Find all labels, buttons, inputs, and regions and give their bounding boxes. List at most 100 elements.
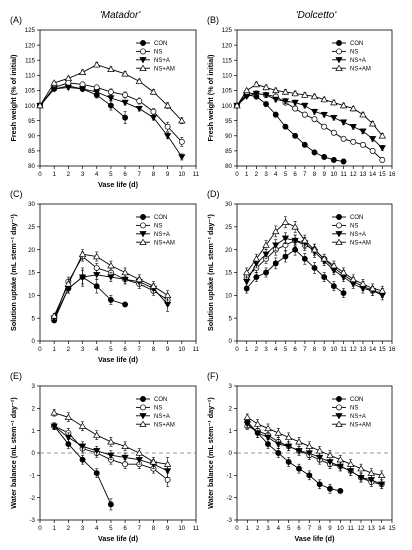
x-tick-label: 5 xyxy=(109,171,113,178)
data-point xyxy=(291,237,299,245)
legend-marker xyxy=(140,404,146,411)
data-point xyxy=(78,68,87,75)
data-point xyxy=(164,476,171,483)
x-tick-label: 10 xyxy=(178,171,185,178)
y-tick-label: 30 xyxy=(28,201,35,208)
data-point xyxy=(301,236,309,244)
data-point xyxy=(272,96,280,104)
y-tick-label: 105 xyxy=(25,88,36,95)
data-point xyxy=(93,264,100,271)
x-tick-label: 6 xyxy=(293,171,297,178)
x-tick-label: 4 xyxy=(95,346,99,353)
x-tick-label: 6 xyxy=(123,171,127,178)
data-point xyxy=(272,227,280,235)
legend: CON NS NS+A NS+AM xyxy=(136,40,175,72)
x-tick-label: 9 xyxy=(328,525,332,532)
x-tick-label: 15 xyxy=(389,525,396,532)
data-point xyxy=(107,95,115,102)
data-point xyxy=(93,272,101,279)
series-line xyxy=(236,94,344,162)
series-ns xyxy=(37,79,185,147)
legend-label: NS xyxy=(350,406,358,412)
legend-label: CON xyxy=(350,397,363,403)
legend-label: CON xyxy=(350,41,363,47)
data-point xyxy=(281,88,290,95)
x-tick-label: 1 xyxy=(52,525,56,532)
legend-label: NS+AM xyxy=(350,66,371,72)
x-tick-label: 0 xyxy=(235,525,239,532)
y-tick-label: 0 xyxy=(32,450,36,457)
x-tick-label: 10 xyxy=(178,525,185,532)
data-point xyxy=(291,89,299,97)
panel-letter: (D) xyxy=(207,189,220,199)
y-tick-label: 110 xyxy=(25,73,35,80)
y-tick-label: -1 xyxy=(226,473,232,480)
x-tick-label: 13 xyxy=(359,346,366,353)
legend-label: NS+A xyxy=(154,232,170,238)
panel-e: (E) 0 1 2 3 4 5 6 7 8 9 10 11 -3 -2 -1 0 1 2 3 Vase life (d)… xyxy=(9,371,200,543)
x-tick-label: 3 xyxy=(264,346,268,353)
x-tick-label: 9 xyxy=(166,171,170,178)
data-point xyxy=(311,116,318,123)
y-tick-label: 20 xyxy=(225,247,232,254)
x-tick-label: 8 xyxy=(152,171,156,178)
data-point xyxy=(122,461,129,468)
legend-marker xyxy=(139,64,147,71)
data-point xyxy=(64,434,72,441)
plot-frame xyxy=(39,203,197,342)
x-tick-label: 7 xyxy=(138,346,142,353)
data-point xyxy=(262,251,270,258)
y-tick-label: 25 xyxy=(225,224,232,231)
x-tick-label: 10 xyxy=(178,346,185,353)
data-point xyxy=(359,128,367,135)
x-tick-label: 1 xyxy=(246,525,250,532)
legend: CON NS NS+A NS+AM xyxy=(136,396,175,428)
legend-label: NS+A xyxy=(350,58,366,64)
data-point xyxy=(264,434,272,441)
x-axis-label: Vase life (d) xyxy=(98,355,139,364)
data-point xyxy=(50,86,58,93)
series-ns-plus-am xyxy=(233,80,387,139)
x-tick-label: 2 xyxy=(256,525,260,532)
data-point xyxy=(163,291,172,299)
data-point xyxy=(164,123,171,130)
series-ns xyxy=(234,90,386,163)
y-tick-label: 90 xyxy=(225,133,232,140)
x-tick-label: 14 xyxy=(369,171,376,178)
y-tick-label: 30 xyxy=(225,201,232,208)
data-point xyxy=(149,115,158,122)
data-point xyxy=(178,154,186,161)
data-point xyxy=(378,287,387,294)
y-tick-label: 100 xyxy=(25,103,36,110)
x-axis-label: Vase life (d) xyxy=(98,180,139,189)
y-tick-label: 15 xyxy=(225,270,232,277)
x-tick-label: 15 xyxy=(379,171,386,178)
data-point xyxy=(93,431,101,438)
series-con xyxy=(51,422,114,511)
x-tick-label: 7 xyxy=(303,346,307,353)
data-point xyxy=(274,429,283,436)
panel-letter: (E) xyxy=(10,371,22,381)
x-tick-label: 2 xyxy=(67,346,71,353)
series-ns xyxy=(244,422,385,490)
data-point xyxy=(327,485,333,492)
data-point xyxy=(346,460,355,467)
legend-label: NS xyxy=(350,50,358,56)
data-point xyxy=(330,129,337,136)
data-point xyxy=(178,117,186,124)
series-ns-plus-a xyxy=(233,90,386,152)
x-tick-label: 0 xyxy=(38,525,42,532)
x-tick-label: 15 xyxy=(379,346,386,353)
series-ns-plus-a xyxy=(36,84,186,161)
data-point xyxy=(378,132,387,139)
data-point xyxy=(301,102,309,110)
data-point xyxy=(368,120,377,127)
data-point xyxy=(121,268,129,276)
data-point xyxy=(121,454,129,462)
legend-marker xyxy=(335,420,343,427)
data-point xyxy=(242,86,251,94)
data-point xyxy=(93,252,101,260)
y-tick-label: 15 xyxy=(28,270,35,277)
y-tick-label: 5 xyxy=(32,315,36,322)
data-point xyxy=(295,448,303,455)
